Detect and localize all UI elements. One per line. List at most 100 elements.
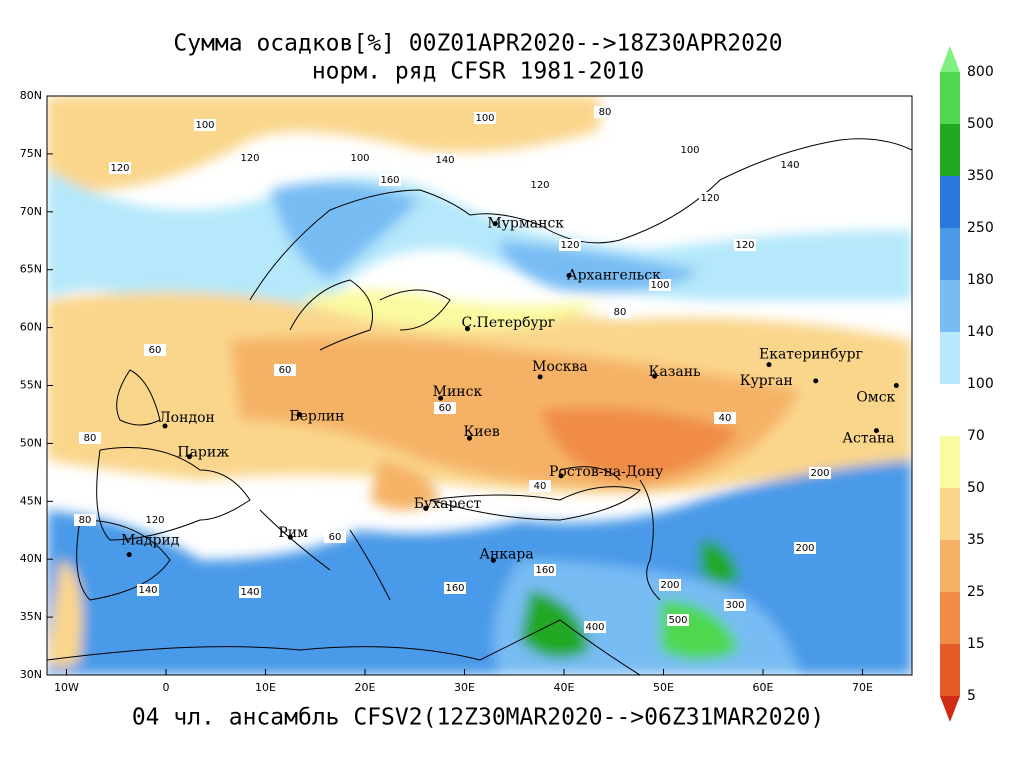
city-label: Москва [532, 359, 588, 375]
contour-label: 160 [380, 175, 399, 186]
contour-label: 80 [79, 515, 92, 526]
contour-label-bg [324, 531, 346, 543]
city-label: Астана [842, 431, 894, 447]
contour-label-bg [794, 542, 816, 554]
city-dot [490, 557, 496, 563]
city-label: С.Петербург [461, 315, 555, 331]
contour-label: 140 [240, 587, 259, 598]
city-label: Берлин [289, 408, 344, 424]
contour-label-bg [659, 579, 681, 591]
colorbar-segment [940, 384, 960, 436]
contour-label-bg [349, 152, 371, 164]
contour-label-bg [274, 364, 296, 376]
contour-label: 300 [725, 600, 744, 611]
city-dot [423, 505, 429, 511]
city-label: Архангельск [567, 267, 661, 283]
contour-label: 120 [560, 240, 579, 251]
lat-tick-label: 30N [20, 668, 42, 681]
colorbar-label: 50 [967, 480, 985, 496]
contour-label: 140 [780, 160, 799, 171]
contour-label: 100 [195, 120, 214, 131]
city-label: Париж [177, 445, 229, 461]
contour-label-bg [734, 239, 756, 251]
contour-label: 100 [650, 280, 669, 291]
colorbar-segment [940, 72, 960, 124]
city-label: Лондон [159, 410, 215, 426]
lon-tick-label: 10W [54, 681, 79, 694]
colorbar-label: 180 [967, 272, 994, 288]
city-dot [466, 435, 472, 441]
contour-label-bg [529, 179, 551, 191]
field-shading [47, 96, 912, 675]
colorbar-arrow-bottom [940, 696, 960, 722]
contour-label-bg [584, 621, 606, 633]
lat-tick-label: 35N [20, 610, 42, 623]
contour-label: 160 [535, 565, 554, 576]
contour-label-bg [714, 412, 736, 424]
contour-label: 60 [439, 403, 452, 414]
lat-tick-label: 45N [20, 494, 42, 507]
lat-tick-label: 80N [20, 89, 42, 102]
contour-label-bg [534, 564, 556, 576]
lat-tick-label: 55N [20, 379, 42, 392]
city-label: Ростов-на-Дону [549, 464, 664, 480]
contour-label-bg [699, 192, 721, 204]
city-dot [537, 374, 543, 380]
contour-label: 120 [735, 240, 754, 251]
lon-tick-label: 0 [163, 681, 170, 694]
city-dot [652, 373, 658, 379]
city-dot [566, 272, 572, 278]
contour-label: 80 [614, 307, 627, 318]
colorbar-segment [940, 540, 960, 592]
colorbar-segment [940, 176, 960, 228]
colorbar-label: 350 [967, 168, 994, 184]
colorbar: 800 500 350 250 180 140 100 70 50 35 25 15 5 [940, 46, 994, 722]
contour-label-bg [434, 402, 456, 414]
lon-tick-label: 70E [852, 681, 873, 694]
contour-label: 160 [445, 583, 464, 594]
contour-label-bg [239, 586, 261, 598]
contour-label-bg [79, 432, 101, 444]
city-dot [766, 362, 772, 368]
contour-label: 200 [660, 580, 679, 591]
contour-label: 40 [534, 481, 547, 492]
city-label: Анкара [479, 546, 533, 562]
coastlines [47, 138, 912, 675]
colorbar-segment [940, 436, 960, 488]
contour-label: 120 [700, 193, 719, 204]
contour-label-bg [194, 119, 216, 131]
contour-label-bg [594, 106, 616, 118]
colorbar-label: 25 [967, 584, 985, 600]
contour-label-bg [529, 480, 551, 492]
colorbar-label: 70 [967, 428, 985, 444]
contour-label: 100 [475, 113, 494, 124]
contour-label: 120 [530, 180, 549, 191]
colorbar-segment [940, 592, 960, 644]
city-label: Мадрид [121, 533, 180, 549]
lat-tick-label: 65N [20, 263, 42, 276]
contour-label-bg [109, 162, 131, 174]
city-label: Бухарест [414, 496, 482, 512]
contour-label-bg [137, 584, 159, 596]
lon-tick-label: 60E [753, 681, 774, 694]
contour-label: 140 [435, 155, 454, 166]
contour-label: 200 [810, 468, 829, 479]
colorbar-label: 250 [967, 220, 994, 236]
colorbar-label: 100 [967, 376, 994, 392]
title: Сумма осадков[%] 00Z01APR2020-->18Z30APR… [173, 31, 782, 57]
subtitle: норм. ряд CFSR 1981-2010 [312, 59, 644, 85]
colorbar-label: 500 [967, 116, 994, 132]
colorbar-segment [940, 332, 960, 384]
contour-label-bg [474, 112, 496, 124]
city-dot [126, 552, 132, 558]
lon-tick-label: 50E [653, 681, 674, 694]
contour-labels: 100 120 120 160 100 140 120 100 80 100 120 140 120 12… [74, 106, 831, 633]
city-label: Екатеринбург [759, 347, 863, 363]
city-label: Казань [649, 364, 701, 380]
lon-tick-label: 20E [355, 681, 376, 694]
contour-label: 80 [84, 433, 97, 444]
contour-label-bg [809, 467, 831, 479]
lat-tick-label: 40N [20, 552, 42, 565]
colorbar-label: 35 [967, 532, 985, 548]
